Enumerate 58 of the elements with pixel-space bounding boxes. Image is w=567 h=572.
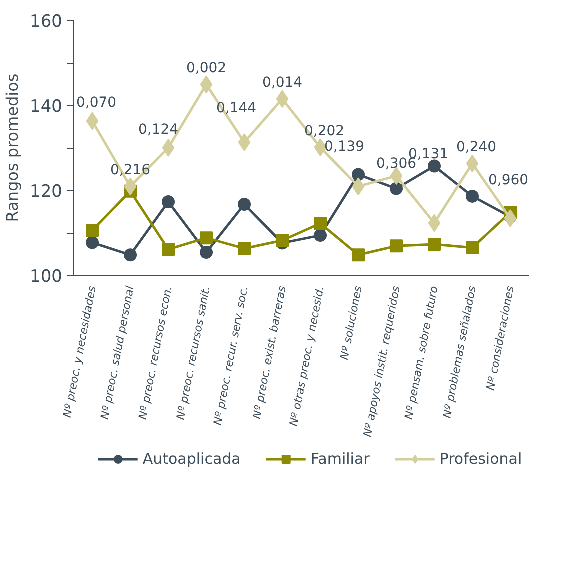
point: [162, 139, 175, 157]
point: [238, 242, 251, 256]
annotation: 0,202: [304, 124, 345, 140]
annotation: 0,070: [76, 95, 117, 112]
x-tick-label: Nº preoc. salud personal: [98, 285, 137, 421]
x-tick-label: Nº preoc. recursos sanit.: [174, 285, 213, 422]
point: [390, 182, 403, 196]
y-tick-label: 160: [30, 12, 63, 32]
annotation: 0,960: [488, 172, 529, 189]
point: [86, 224, 99, 237]
point: [124, 178, 137, 196]
y-axis-title: Rangos promedios: [3, 74, 22, 222]
x-tick-label: Nº preoc. exist. barreras: [250, 285, 289, 420]
point: [466, 190, 479, 203]
annotation: 0,124: [138, 122, 179, 138]
point: [238, 198, 251, 212]
point: [86, 112, 99, 130]
point: [124, 248, 137, 262]
y-tick-label: 140: [30, 97, 63, 117]
annotation: 0,002: [186, 60, 227, 77]
point: [238, 133, 251, 152]
point: [200, 246, 213, 260]
point: [162, 243, 175, 256]
x-tick-label: Nº preoc. recursos econ.: [136, 285, 175, 421]
annotation: 0,139: [324, 138, 365, 155]
y-tick-label: 120: [30, 182, 63, 202]
point: [162, 195, 175, 208]
point: [86, 236, 99, 250]
y-tick-label: 100: [30, 267, 63, 287]
point: [200, 232, 213, 245]
point: [466, 241, 479, 254]
annotation: 0,216: [110, 162, 151, 179]
annotation: 0,144: [216, 100, 257, 116]
point: [352, 178, 365, 196]
point: [314, 138, 327, 157]
x-tick-label: Nº otras preoc. y necesid.: [287, 285, 327, 428]
point: [276, 234, 289, 248]
legend-label: Profesional: [440, 450, 522, 468]
x-tick-label: Nº preoc. y necesidades: [60, 285, 99, 419]
x-tick-label: Nº pensam. sobre futuro: [402, 285, 441, 421]
point: [504, 210, 517, 228]
point: [200, 76, 213, 94]
point: [390, 240, 403, 253]
point: [276, 90, 289, 108]
point: [314, 217, 327, 230]
x-tick-label: Nº preoc. recur. serv. soc.: [211, 285, 251, 427]
point: [466, 154, 479, 173]
point: [428, 214, 441, 232]
point: [352, 168, 365, 182]
point: [428, 238, 441, 251]
legend-label: Autoaplicada: [142, 450, 241, 468]
point: [428, 160, 441, 173]
legend-label: Familiar: [310, 450, 370, 468]
annotation: 0,240: [456, 140, 497, 156]
point: [314, 229, 327, 242]
point: [352, 248, 365, 262]
annotation: 0,014: [262, 75, 303, 92]
x-tick-label: Nº problemas señalados: [440, 285, 479, 420]
